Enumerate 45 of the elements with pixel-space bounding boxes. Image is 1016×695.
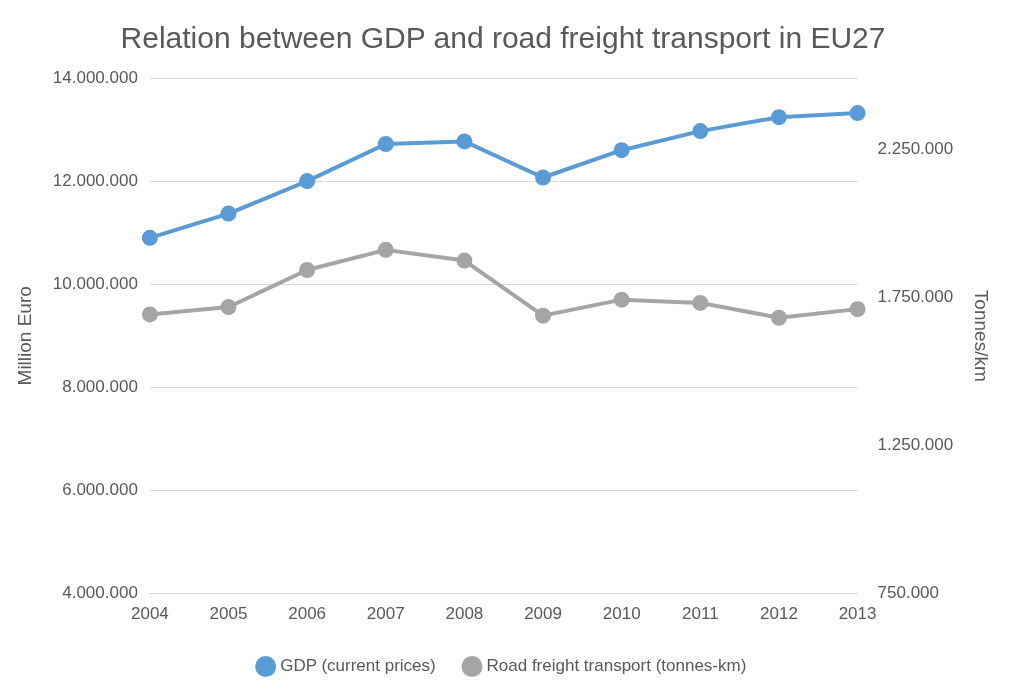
point (613, 291, 630, 308)
chart-title: Relation between GDP and road freight transport in EU27 (120, 21, 886, 55)
point (849, 105, 866, 122)
point (535, 169, 552, 186)
x-tick-label: 2006 (288, 604, 327, 624)
y-tick-label: 8.000.000 (62, 377, 138, 397)
y-tick-label: 10.000.000 (52, 273, 138, 293)
point (535, 307, 552, 324)
x-tick-label: 2009 (524, 604, 562, 624)
y2-tick-label: 750.000 (877, 583, 940, 603)
y2-tick-label: 2.250.000 (877, 138, 954, 158)
point (220, 205, 237, 222)
point (770, 309, 787, 326)
point (220, 299, 237, 316)
y2-tick-label: 1.750.000 (877, 286, 954, 306)
y-axis-title: Million Euro (13, 286, 35, 386)
point (377, 136, 394, 152)
point (141, 306, 158, 323)
y-tick-label: 12.000.000 (52, 170, 138, 190)
legend-label: Road freight transport (tonnes-km) (486, 656, 747, 676)
x-tick-label: 2004 (130, 604, 169, 624)
legend-label: GDP (current prices) (280, 656, 436, 676)
point (613, 142, 630, 159)
y-tick-label: 14.000.000 (52, 67, 138, 87)
y2-axis-title: Tonnes/km (971, 289, 993, 382)
x-tick-label: 2005 (209, 604, 248, 624)
y2-tick-label: 1.250.000 (877, 435, 954, 455)
x-tick-label: 2011 (682, 604, 719, 624)
point (377, 241, 394, 258)
x-tick-label: 2013 (838, 604, 877, 624)
point (692, 294, 709, 311)
x-tick-label: 2007 (366, 604, 405, 624)
point (456, 252, 473, 269)
point (141, 229, 158, 246)
point (299, 262, 316, 279)
point (692, 123, 709, 140)
x-tick-label: 2008 (445, 604, 484, 624)
point (770, 109, 787, 126)
point (849, 301, 866, 318)
y-tick-label: 4.000.000 (62, 583, 138, 603)
x-tick-label: 2010 (602, 604, 641, 624)
point (456, 133, 473, 150)
y-tick-label: 6.000.000 (62, 480, 138, 500)
x-tick-label: 2012 (760, 604, 798, 624)
point (299, 173, 316, 190)
